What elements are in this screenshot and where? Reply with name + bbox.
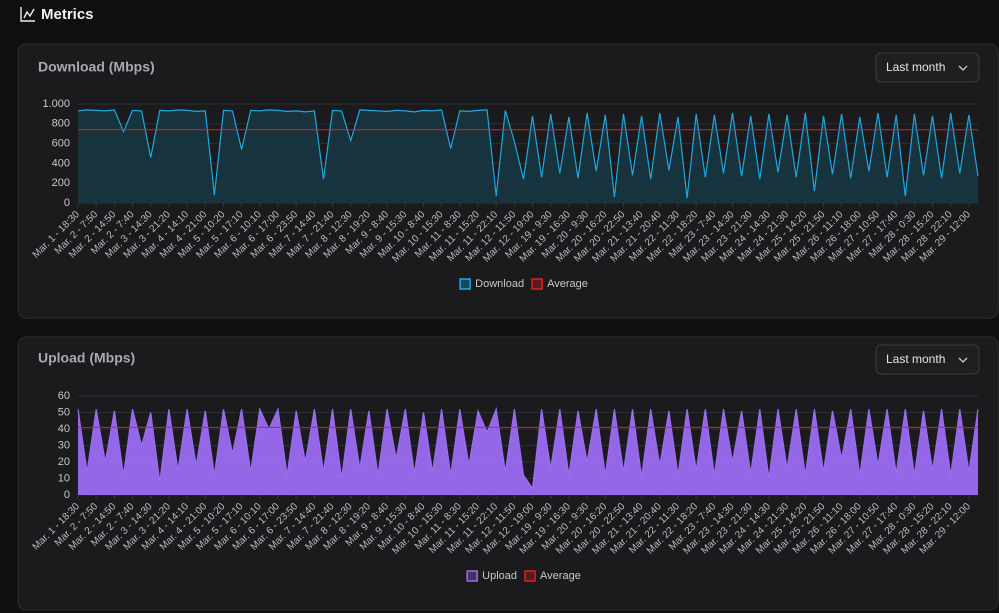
chart-title: Download (Mbps) — [38, 59, 155, 75]
series-line — [77, 406, 979, 491]
legend-label: Download — [475, 278, 524, 290]
y-tick-label: 0 — [64, 197, 70, 209]
legend: Upload Average — [466, 570, 581, 582]
page-title: Metrics — [41, 6, 94, 23]
y-tick-label: 400 — [52, 157, 70, 169]
y-tick-label: 10 — [58, 472, 70, 484]
y-tick-label: 30 — [58, 439, 70, 451]
legend-label: Upload — [482, 570, 517, 582]
legend-swatch — [531, 278, 543, 290]
dropdown-label[interactable]: Last month — [886, 60, 945, 74]
legend-label: Average — [547, 278, 588, 290]
y-tick-label: 50 — [58, 406, 70, 418]
y-tick-label: 20 — [58, 456, 70, 468]
legend-label: Average — [540, 570, 581, 582]
chevron — [958, 357, 968, 363]
series-line — [77, 109, 979, 199]
dropdown-box[interactable] — [875, 52, 980, 83]
y-tick-label: 800 — [52, 118, 70, 130]
metrics-icon — [20, 7, 35, 22]
range-dropdown[interactable]: Last month — [875, 52, 980, 83]
y-tick-label: 0 — [64, 489, 70, 501]
y-tick-label: 1.000 — [42, 98, 70, 110]
dropdown-label[interactable]: Last month — [886, 352, 945, 366]
chevron — [958, 65, 968, 71]
series-area — [78, 409, 978, 495]
legend: Download Average — [459, 278, 588, 290]
legend-swatch — [466, 570, 478, 582]
dropdown-box[interactable] — [875, 344, 980, 375]
y-tick-label: 200 — [52, 177, 70, 189]
chart-title: Upload (Mbps) — [38, 350, 135, 366]
legend-swatch — [459, 278, 471, 290]
range-dropdown[interactable]: Last month — [875, 344, 980, 375]
y-tick-label: 600 — [52, 138, 70, 150]
y-tick-label: 40 — [58, 423, 70, 435]
legend-swatch — [524, 570, 536, 582]
y-tick-label: 60 — [58, 390, 70, 402]
